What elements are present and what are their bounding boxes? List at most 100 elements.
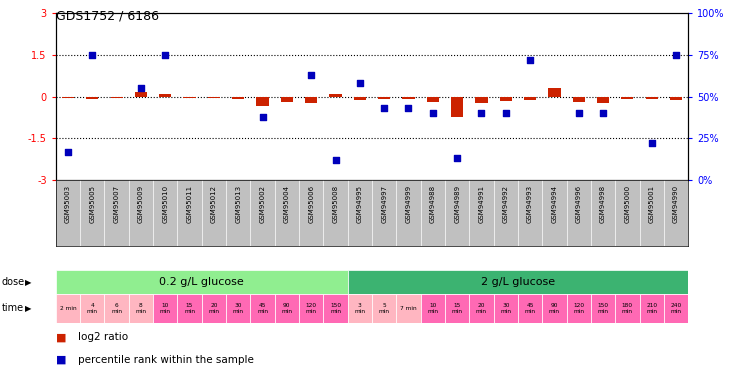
Bar <box>347 294 372 322</box>
Text: GSM94992: GSM94992 <box>503 185 509 223</box>
Bar <box>184 97 196 98</box>
Bar <box>518 294 542 322</box>
Bar <box>378 97 391 99</box>
Text: 5
min: 5 min <box>379 303 390 314</box>
Point <box>257 114 269 120</box>
Text: dose: dose <box>1 277 25 287</box>
Point <box>330 157 341 163</box>
Text: ▶: ▶ <box>25 278 31 286</box>
Text: 20
min: 20 min <box>476 303 487 314</box>
Text: 30
min: 30 min <box>500 303 511 314</box>
Bar <box>621 97 633 99</box>
Text: GSM95005: GSM95005 <box>89 185 95 223</box>
Bar <box>153 294 177 322</box>
Bar <box>420 294 445 322</box>
Bar <box>280 97 293 102</box>
Point <box>573 110 585 116</box>
Text: GSM95012: GSM95012 <box>211 185 217 223</box>
Text: GSM95006: GSM95006 <box>308 185 314 224</box>
Text: time: time <box>1 303 24 313</box>
Bar <box>56 270 347 294</box>
Bar <box>208 97 220 98</box>
Text: GSM94988: GSM94988 <box>430 185 436 224</box>
Bar <box>664 294 688 322</box>
Text: 10
min: 10 min <box>427 303 438 314</box>
Text: ▶: ▶ <box>25 304 31 313</box>
Text: GSM95011: GSM95011 <box>187 185 193 224</box>
Text: GSM94993: GSM94993 <box>527 185 533 224</box>
Text: GSM94991: GSM94991 <box>478 185 484 224</box>
Point <box>378 105 390 111</box>
Point <box>670 52 682 58</box>
Text: GSM95000: GSM95000 <box>624 185 630 224</box>
Bar <box>451 97 464 117</box>
Point <box>86 52 98 58</box>
Text: GSM95002: GSM95002 <box>260 185 266 223</box>
Text: 90
min: 90 min <box>281 303 292 314</box>
Text: 2 min: 2 min <box>60 306 77 311</box>
Bar <box>202 294 226 322</box>
Bar <box>475 97 487 103</box>
Text: GSM94990: GSM94990 <box>673 185 679 224</box>
Point <box>500 110 512 116</box>
Text: GSM94996: GSM94996 <box>576 185 582 224</box>
Point <box>427 110 439 116</box>
Bar <box>232 97 244 99</box>
Text: 15
min: 15 min <box>452 303 463 314</box>
Bar <box>129 294 153 322</box>
Text: GDS1752 / 6186: GDS1752 / 6186 <box>56 9 158 22</box>
Bar <box>542 294 567 322</box>
Text: 30
min: 30 min <box>233 303 244 314</box>
Bar <box>347 270 688 294</box>
Text: 15
min: 15 min <box>184 303 195 314</box>
Bar <box>86 97 98 99</box>
Text: 0.2 g/L glucose: 0.2 g/L glucose <box>159 277 244 287</box>
Text: GSM94994: GSM94994 <box>551 185 557 223</box>
Bar <box>104 294 129 322</box>
Bar <box>567 294 591 322</box>
Point <box>597 110 609 116</box>
Bar <box>111 97 123 98</box>
Bar <box>80 294 104 322</box>
Text: 210
min: 210 min <box>646 303 657 314</box>
Bar <box>493 294 518 322</box>
Bar <box>469 294 493 322</box>
Point <box>305 72 317 78</box>
Point <box>62 148 74 154</box>
Text: GSM95013: GSM95013 <box>235 185 241 224</box>
Text: GSM95008: GSM95008 <box>333 185 339 224</box>
Text: 120
min: 120 min <box>306 303 317 314</box>
Text: percentile rank within the sample: percentile rank within the sample <box>78 355 254 365</box>
Bar <box>62 97 74 98</box>
Bar <box>597 97 609 103</box>
Text: 3
min: 3 min <box>354 303 365 314</box>
Bar <box>427 97 439 102</box>
Bar <box>573 97 585 102</box>
Point <box>403 105 414 111</box>
Text: GSM95010: GSM95010 <box>162 185 168 224</box>
Bar <box>524 97 536 100</box>
Text: GSM95003: GSM95003 <box>65 185 71 224</box>
Text: 8
min: 8 min <box>135 303 147 314</box>
Text: 10
min: 10 min <box>160 303 171 314</box>
Text: 120
min: 120 min <box>573 303 584 314</box>
Bar <box>403 97 414 99</box>
Point <box>475 110 487 116</box>
Point <box>354 80 366 86</box>
Bar <box>251 294 275 322</box>
Bar <box>445 294 469 322</box>
Point <box>451 155 463 161</box>
Text: 240
min: 240 min <box>670 303 682 314</box>
Bar <box>615 294 640 322</box>
Bar <box>135 92 147 97</box>
Text: 150
min: 150 min <box>597 303 609 314</box>
Bar <box>372 294 397 322</box>
Text: 45
min: 45 min <box>525 303 536 314</box>
Bar <box>257 97 269 106</box>
Bar <box>330 94 341 97</box>
Text: GSM94998: GSM94998 <box>600 185 606 224</box>
Text: 150
min: 150 min <box>330 303 341 314</box>
Text: 7 min: 7 min <box>400 306 417 311</box>
Text: GSM94997: GSM94997 <box>381 185 387 224</box>
Point <box>525 57 536 63</box>
